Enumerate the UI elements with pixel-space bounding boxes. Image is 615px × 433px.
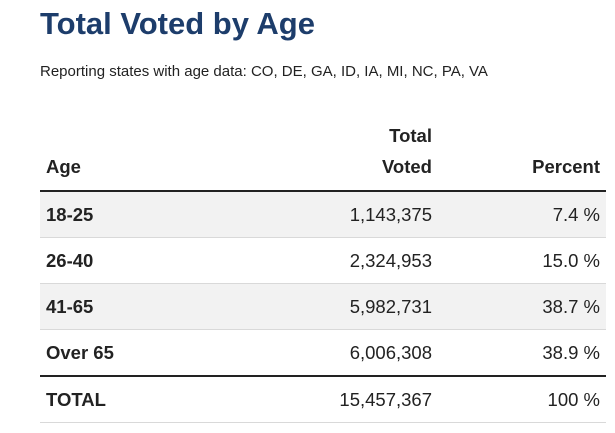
table-row: 41-65 5,982,731 38.7 % <box>40 283 606 330</box>
percent-cell: 38.9 % <box>438 329 606 377</box>
total-voted-cell: 6,006,308 <box>242 329 438 377</box>
total-voted-cell: 5,982,731 <box>242 283 438 330</box>
age-group-cell: Over 65 <box>40 329 242 377</box>
header-percent: Percent <box>438 113 606 192</box>
total-percent-cell: 100 % <box>438 375 606 423</box>
header-total-voted-line1: Total <box>389 125 432 146</box>
page-title: Total Voted by Age <box>40 6 315 41</box>
page-subtitle: Reporting states with age data: CO, DE, … <box>40 63 488 80</box>
table-header-row: Age Total Voted Percent <box>40 113 606 192</box>
percent-cell: 15.0 % <box>438 237 606 284</box>
votes-by-age-table: Age Total Voted Percent 18-25 1,143,375 … <box>40 113 606 423</box>
header-age: Age <box>40 113 242 192</box>
header-total-voted-line2: Voted <box>381 156 432 177</box>
age-group-cell: 26-40 <box>40 237 242 284</box>
total-label-cell: TOTAL <box>40 375 242 423</box>
age-group-cell: 41-65 <box>40 283 242 330</box>
total-voted-cell: 2,324,953 <box>242 237 438 284</box>
percent-cell: 38.7 % <box>438 283 606 330</box>
table-row: 18-25 1,143,375 7.4 % <box>40 191 606 238</box>
table-row: Over 65 6,006,308 38.9 % <box>40 329 606 377</box>
total-row: TOTAL 15,457,367 100 % <box>40 375 606 423</box>
header-total-voted: Total Voted <box>242 113 438 192</box>
age-group-cell: 18-25 <box>40 191 242 238</box>
percent-cell: 7.4 % <box>438 191 606 238</box>
table-row: 26-40 2,324,953 15.0 % <box>40 237 606 284</box>
total-voted-cell: 1,143,375 <box>242 191 438 238</box>
total-voted-sum-cell: 15,457,367 <box>242 375 438 423</box>
